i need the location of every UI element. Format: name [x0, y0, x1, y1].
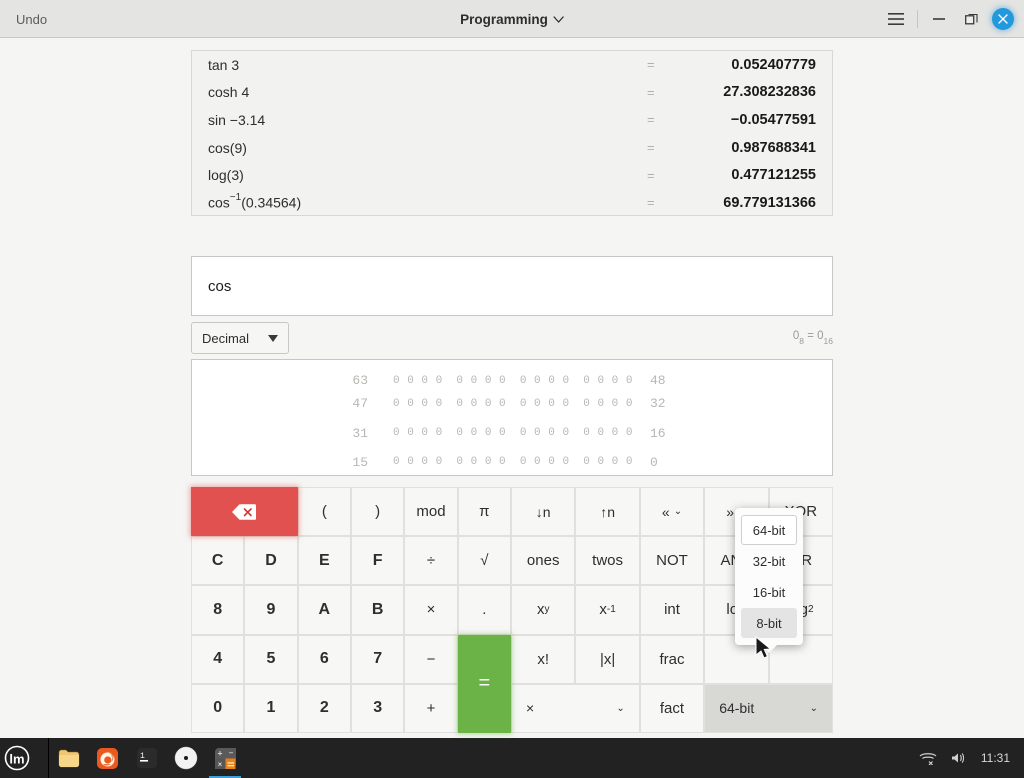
svg-text:+: + — [217, 748, 222, 758]
svg-text:×: × — [217, 760, 222, 769]
svg-text:lm: lm — [9, 752, 24, 767]
svg-text:1: 1 — [140, 752, 145, 761]
svg-text:−: − — [228, 748, 233, 757]
